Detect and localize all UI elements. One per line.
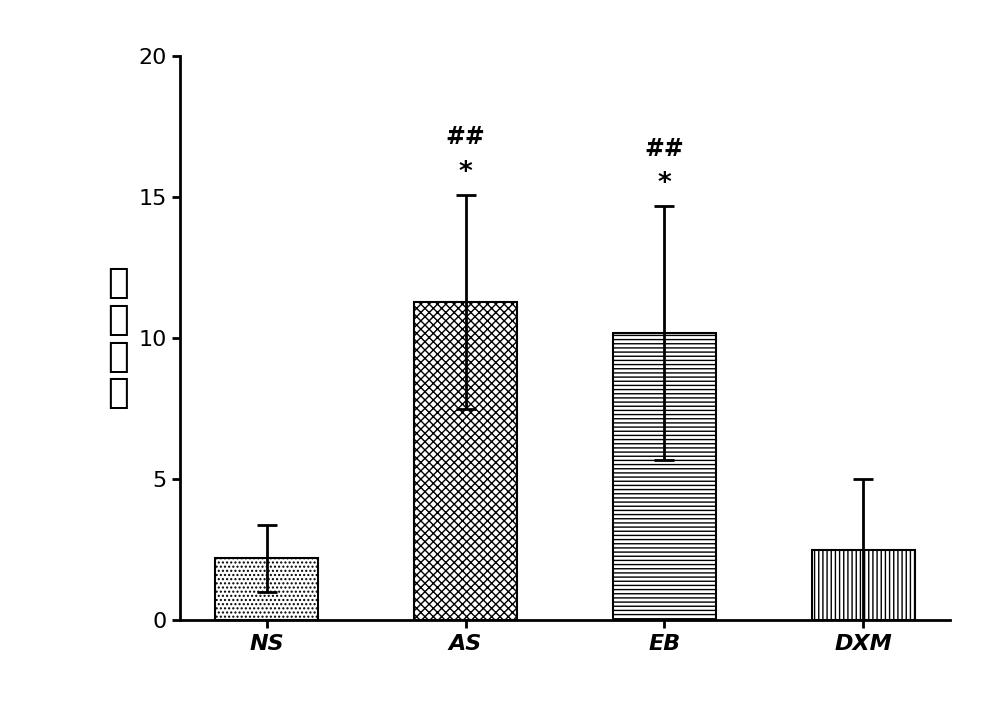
Bar: [414, 302, 517, 620]
Y-axis label: 咳
嗽
计
数: 咳 嗽 计 数: [107, 266, 128, 410]
Text: *: *: [658, 171, 671, 197]
Bar: [613, 333, 716, 620]
Bar: [215, 558, 318, 620]
Text: ##: ##: [645, 137, 684, 161]
Text: *: *: [459, 160, 472, 186]
Text: ##: ##: [446, 125, 485, 149]
Bar: [812, 550, 915, 620]
